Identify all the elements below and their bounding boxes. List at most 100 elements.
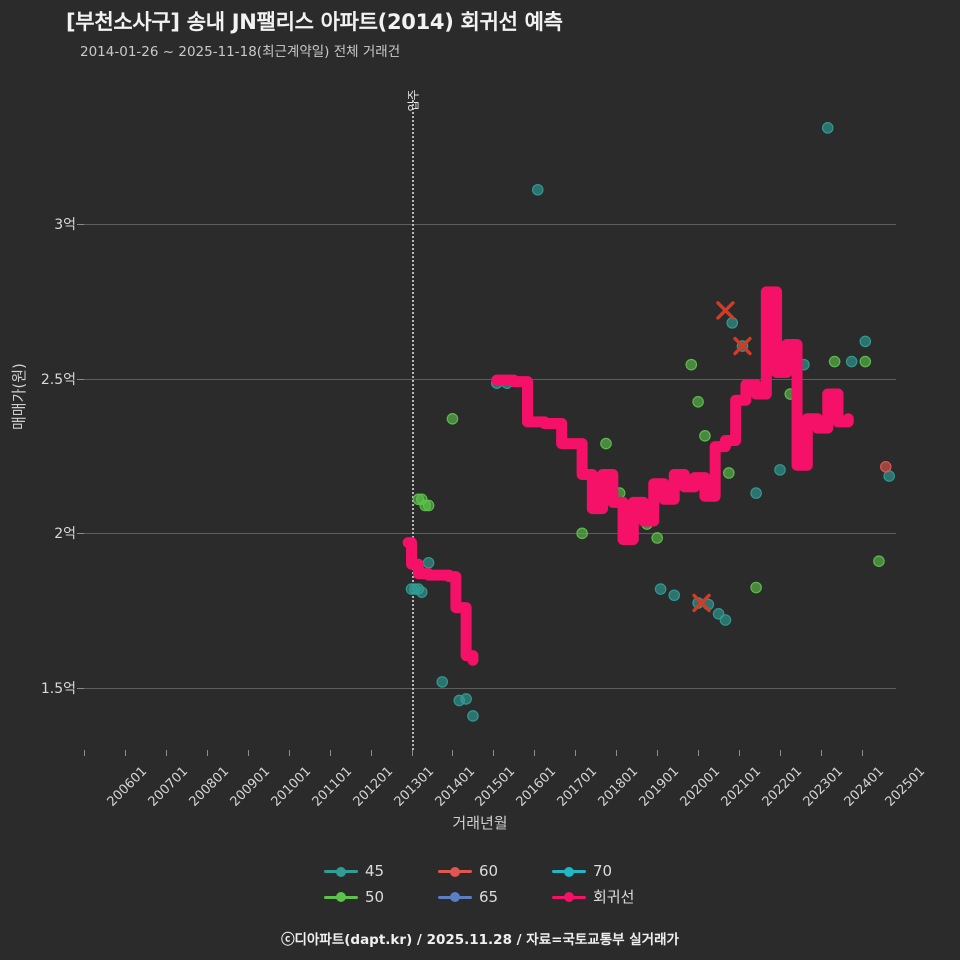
scatter-point[interactable] [821,122,834,134]
x-axis-label: 거래년월 [452,814,508,832]
legend-item-60[interactable]: 60 [438,862,522,880]
x-tick-mark [493,750,495,756]
x-tick-mark [820,750,822,756]
scatter-point[interactable] [436,676,449,688]
scatter-point[interactable] [750,581,762,594]
scatter-point[interactable] [651,532,663,544]
legend-swatch-icon [324,889,358,905]
x-tick-label: 201801 [595,764,642,810]
legend-item-45[interactable]: 45 [324,862,408,880]
legend-row: 45 60 70 [324,862,636,880]
scatter-point[interactable] [685,358,698,371]
scatter-point[interactable] [460,693,472,705]
legend-swatch-icon [552,889,586,905]
scatter-point[interactable] [774,464,786,476]
x-tick-mark [247,750,249,756]
scatter-point[interactable] [531,183,544,196]
scatter-point[interactable] [859,355,872,368]
y-tick-label: 3억 [54,216,76,233]
x-tick-label: 201401 [432,764,478,810]
data-layer [402,122,895,722]
cancelled-x-icon[interactable] [692,593,711,613]
legend-item-회귀선[interactable]: 회귀선 [552,886,636,907]
x-tick-label: 202401 [841,764,888,810]
scatter-point[interactable] [873,555,885,567]
legend-swatch-icon [552,863,586,879]
x-tick-label: 202201 [759,764,806,810]
scatter-point[interactable] [719,614,732,626]
x-tick-mark [575,750,577,756]
x-tick-mark [124,750,126,756]
x-tick-mark [206,750,208,756]
page-subtitle: 2014-01-26 ~ 2025-11-18(최근계약일) 전체 거래건 [80,44,401,60]
series-60 [879,460,892,473]
x-tick-mark [329,750,331,756]
legend-swatch-icon [438,889,472,905]
x-tick-mark [861,750,863,756]
scatter-point[interactable] [723,467,735,479]
cancelled-markers [692,301,752,613]
x-tick-label: 200701 [145,764,192,810]
series-50 [412,355,885,594]
x-tick-label: 201701 [554,764,601,810]
scatter-point[interactable] [576,527,588,540]
x-tick-mark [698,750,700,756]
legend-row: 50 65 회귀선 [324,886,636,907]
x-tick-mark [616,750,618,756]
legend-label: 60 [479,862,499,880]
regression-segment [402,537,479,666]
legend-item-70[interactable]: 70 [552,862,636,880]
legend-label: 70 [593,862,613,880]
scatter-point[interactable] [879,460,892,473]
scatter-point[interactable] [859,335,872,348]
scatter-point[interactable] [699,430,711,442]
page-title: [부천소사구] 송내 JN팰리스 아파트(2014) 회귀선 예측 [66,10,563,34]
x-tick-label: 202501 [882,764,929,810]
legend-label: 45 [365,862,385,880]
chart-legend: 45 60 70 50 65 회귀선 [0,862,960,907]
x-tick-label: 202001 [677,764,724,810]
gridline [84,688,896,690]
legend-swatch-icon [324,863,358,879]
legend-label: 65 [479,887,499,906]
cancelled-x-icon[interactable] [733,336,752,356]
gridline [84,533,896,535]
cancelled-x-icon[interactable] [716,301,735,320]
x-tick-label: 201301 [391,764,437,810]
x-tick-mark [411,750,413,756]
x-tick-mark [780,750,781,756]
x-tick-label: 201101 [309,764,355,810]
scatter-point[interactable] [692,395,704,408]
x-tick-label: 201501 [473,764,519,810]
scatter-point[interactable] [422,499,435,512]
scatter-point[interactable] [750,487,762,499]
x-tick-mark [452,750,454,756]
y-tick-mark [77,533,84,535]
x-tick-mark [739,750,741,756]
x-tick-mark [534,750,536,756]
legend-label: 회귀선 [593,888,635,906]
legend-item-65[interactable]: 65 [438,886,522,907]
footer-credit: ⓒ디아파트(dapt.kr) / 2025.11.28 / 자료=국토교통부 실… [281,932,679,948]
x-tick-label: 202301 [800,764,847,810]
regression-segment [491,286,854,546]
x-tick-mark [288,750,290,756]
scatter-point[interactable] [467,710,479,722]
legend-swatch-icon [438,863,472,879]
scatter-point[interactable] [654,583,667,595]
scatter-point[interactable] [668,589,681,602]
scatter-point[interactable] [446,413,459,425]
plot-area: 3억 2.5억 2억 1.5억 200601 200701 200801 200901 201… [41,89,928,809]
x-tick-mark [657,750,659,756]
scatter-point[interactable] [600,437,612,450]
scatter-point[interactable] [845,355,858,368]
scatter-point[interactable] [828,355,841,368]
y-tick-mark [77,378,84,380]
regression-line [402,286,854,666]
legend-item-50[interactable]: 50 [324,886,408,907]
y-tick-label: 1.5억 [40,681,76,698]
x-tick-label: 202101 [718,764,765,810]
scatter-point[interactable] [422,556,435,569]
scatter-point[interactable] [415,586,428,598]
